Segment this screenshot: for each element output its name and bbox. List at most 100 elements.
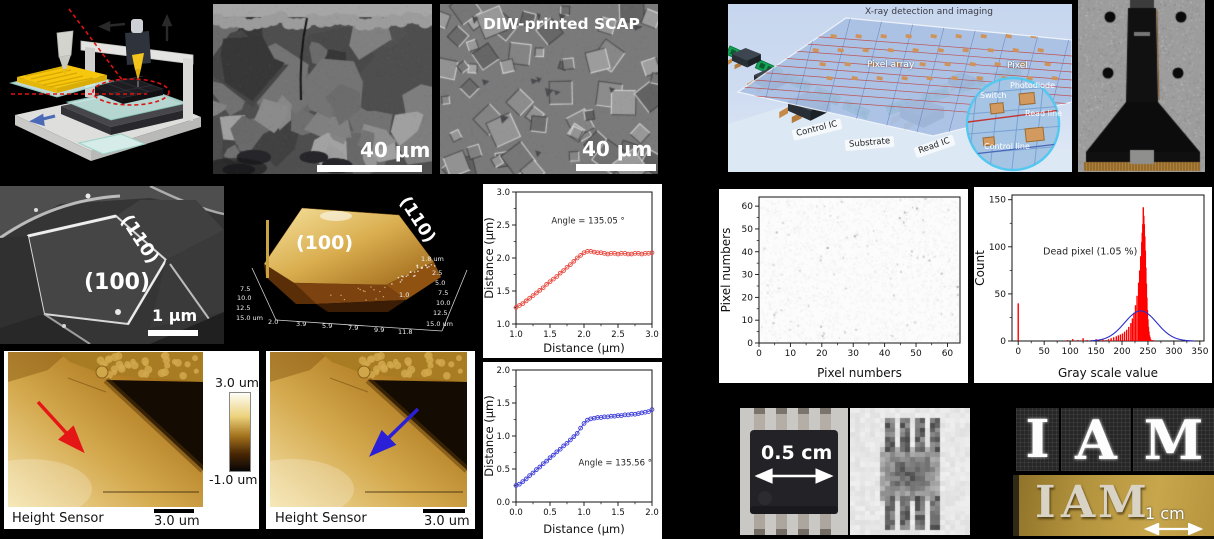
svg-text:Pixel numbers: Pixel numbers (719, 228, 733, 313)
xray-schematic-drawing (725, 4, 1073, 172)
photodiode-label: Photodiode (1010, 81, 1056, 90)
afm-height-image-2 (230, 351, 470, 519)
plate-edge (1013, 475, 1019, 536)
svg-text:0.0: 0.0 (509, 508, 523, 518)
svg-text:300: 300 (1165, 347, 1182, 357)
printer-drawing (9, 8, 201, 161)
svg-text:350: 350 (1191, 347, 1208, 357)
svg-text:0: 0 (1000, 337, 1006, 347)
plate-letter: A (1061, 477, 1096, 528)
read-line-label: Read line (1025, 109, 1063, 118)
zoom-callout-dashes-icon (11, 8, 170, 106)
svg-text:20: 20 (816, 349, 828, 359)
axis-tick: 9.9 (374, 326, 385, 334)
chip-photo: 0.5 cm (740, 408, 848, 535)
gray-scale-histogram-chart: 0 50 100 150 200 250 300 350 0 50 100 150 Gray scale… (973, 187, 1212, 383)
facet-100-label: (100) (84, 270, 151, 295)
scale-bar (423, 509, 465, 513)
axis-tick: 11.8 (398, 328, 413, 336)
pixel-array-label: Pixel array (867, 60, 915, 70)
stage-arrow-icon (29, 113, 56, 127)
xray-letter: I (1025, 409, 1050, 470)
svg-text:1.5: 1.5 (496, 399, 510, 409)
axis-tick: 3.9 (296, 320, 307, 328)
axis-tick: 10.0 (436, 299, 451, 307)
chip-size-label: 0.5 cm (761, 442, 833, 464)
scale-bar (576, 164, 656, 171)
axis-tick: 15.0 um (236, 314, 263, 322)
svg-text:2.0: 2.0 (496, 254, 510, 264)
detector-photo-image (1078, 0, 1205, 172)
svg-text:0.0: 0.0 (496, 498, 510, 508)
scale-bar-label: 1 cm (1145, 504, 1185, 523)
svg-text:1.0: 1.0 (496, 320, 510, 330)
xray-detector-schematic: X-ray detection and imaging Pixel array … (725, 4, 1073, 172)
axis-tick: 15.0 um (426, 320, 453, 328)
chip-xray-canvas (850, 408, 970, 535)
svg-text:2.0: 2.0 (496, 366, 510, 376)
sem-title: DIW-printed SCAP (483, 15, 640, 33)
svg-text:40: 40 (742, 248, 754, 258)
sem-cross-section-panel: 40 μm (213, 4, 432, 174)
svg-text:Distance (μm): Distance (μm) (483, 217, 496, 298)
profile-direction-arrow (36, 400, 85, 454)
svg-text:3.0: 3.0 (645, 330, 659, 340)
sensor-label: Height Sensor (12, 511, 104, 526)
svg-text:2.0: 2.0 (645, 508, 659, 518)
motion-arrows-icon (98, 14, 173, 41)
svg-text:100: 100 (1062, 347, 1079, 357)
dead-pixel-map-chart: 0 10 20 30 40 50 60 0 10 20 30 40 50 60 Pixel numbers P… (719, 189, 968, 383)
svg-text:250: 250 (1139, 347, 1156, 357)
svg-text:1.5: 1.5 (496, 287, 510, 297)
svg-text:Gray scale value: Gray scale value (1058, 366, 1158, 380)
svg-text:0.5: 0.5 (496, 465, 510, 475)
afm-3d-image (251, 207, 468, 332)
axis-tick: 7.9 (348, 324, 359, 332)
svg-text:Distance (μm): Distance (μm) (543, 341, 624, 355)
iam-xray-tile-m: M (1133, 407, 1214, 472)
svg-text:Distance (μm): Distance (μm) (543, 522, 624, 536)
axis-tick: 12.5 (433, 309, 448, 317)
colorbar-min-label: -1.0 um (209, 472, 258, 487)
iam-brass-plate-photo: I A M 1 cm (1013, 475, 1214, 536)
scale-bar-label: 40 μm (360, 138, 431, 162)
chip-photo-image (740, 408, 848, 535)
colorbar-max-label: 3.0 um (215, 375, 259, 390)
axis-tick: 5.9 (322, 322, 333, 330)
afm-height-panel-2: Height Sensor 3.0 um (230, 351, 475, 529)
edge-profile-chart-blue: 0.0 0.5 1.0 1.5 2.0 0.0 0.5 1.0 1.5 2.0 Distance (… (482, 362, 662, 539)
xray-letter: A (1075, 407, 1117, 472)
svg-text:1.0: 1.0 (509, 330, 523, 340)
svg-text:1.0: 1.0 (496, 432, 510, 442)
axis-tick: 2.5 (432, 269, 443, 277)
sem-facets-panel: (110) (100) 1 μm (0, 184, 225, 345)
plate-letter: I (1035, 477, 1056, 528)
sensor-label: Height Sensor (275, 511, 367, 526)
xray-letter: M (1143, 407, 1204, 472)
edge-profile-chart-red: 1.0 1.5 2.0 2.5 3.0 1.0 1.5 2.0 2.5 3.0 Distance (… (482, 184, 662, 358)
sem-facets-image (0, 184, 225, 345)
detector-photo (1078, 0, 1205, 172)
svg-text:0: 0 (1015, 347, 1021, 357)
scale-bar (148, 330, 198, 336)
chip-xray-image (850, 408, 970, 535)
svg-text:Count: Count (974, 250, 987, 286)
svg-text:1.0: 1.0 (577, 508, 591, 518)
svg-text:10: 10 (742, 316, 754, 326)
sem-surface-image (440, 4, 658, 174)
sem-cross-section-image (213, 4, 432, 174)
svg-text:1.5: 1.5 (543, 330, 557, 340)
height-label: 1.8 um (421, 255, 444, 263)
svg-text:2.0: 2.0 (577, 330, 591, 340)
svg-text:1.5: 1.5 (611, 508, 625, 518)
axis-tick: 10.0 (237, 294, 252, 302)
svg-text:0: 0 (747, 339, 753, 349)
scale-arrow (1143, 523, 1204, 535)
iam-xray-tile-a: A (1061, 407, 1131, 472)
axis-tick: 7.5 (438, 289, 449, 297)
svg-text:0: 0 (756, 349, 762, 359)
svg-text:Pixel numbers: Pixel numbers (817, 366, 902, 380)
pixel-map-noise (760, 198, 959, 342)
facet-100-label: (100) (296, 232, 354, 254)
